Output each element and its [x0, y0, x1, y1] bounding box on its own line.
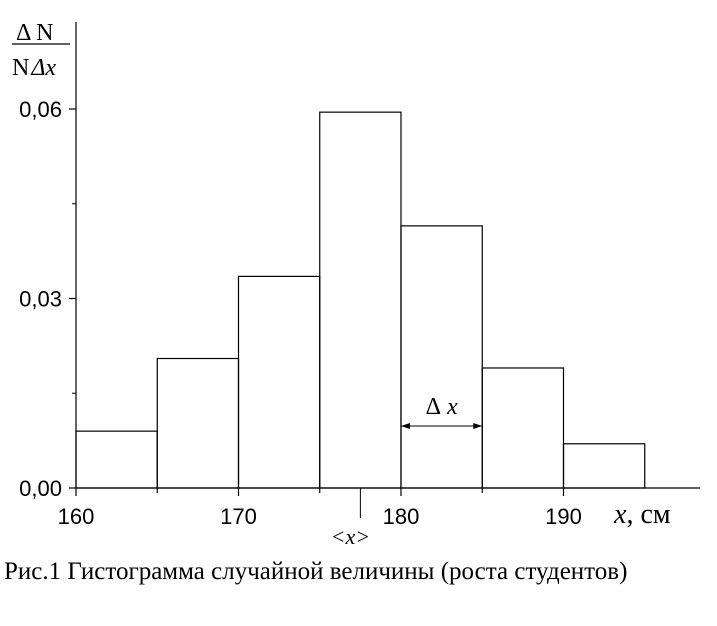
y-label-denominator: NΔx	[12, 55, 56, 81]
figure-caption: Рис.1 Гистограмма случайной величины (ро…	[4, 558, 628, 585]
x-tick-label: 160	[58, 504, 95, 529]
delta-arrowhead-left	[401, 423, 410, 429]
histogram-bar	[400, 225, 483, 489]
x-tick-label: 190	[545, 504, 582, 529]
axes	[75, 22, 700, 489]
y-tick-label: 0,03	[19, 287, 62, 312]
y-label-numerator: Δ N	[16, 20, 53, 46]
y-axis-label: Δ N NΔx	[12, 20, 70, 81]
histogram-bar	[75, 430, 158, 489]
y-ticks: 0,00 0,03 0,06	[19, 97, 76, 501]
histogram-bar	[481, 367, 565, 489]
x-tick-label: 180	[383, 504, 420, 529]
y-tick-label: 0,06	[19, 97, 62, 122]
mean-label: <x>	[331, 524, 370, 549]
x-tick-label: 170	[220, 504, 257, 529]
histogram-bar	[562, 443, 646, 489]
y-tick-label: 0,00	[19, 476, 62, 501]
histogram-bar	[156, 357, 240, 489]
histogram-bars	[75, 111, 646, 489]
x-ticks: 160 170 180 190	[58, 488, 582, 529]
delta-arrowhead-right	[473, 423, 483, 429]
mean-marker: <x>	[331, 488, 370, 549]
x-axis-label: x, см	[613, 499, 671, 530]
histogram-bar	[237, 275, 321, 489]
histogram-bar	[319, 111, 402, 489]
